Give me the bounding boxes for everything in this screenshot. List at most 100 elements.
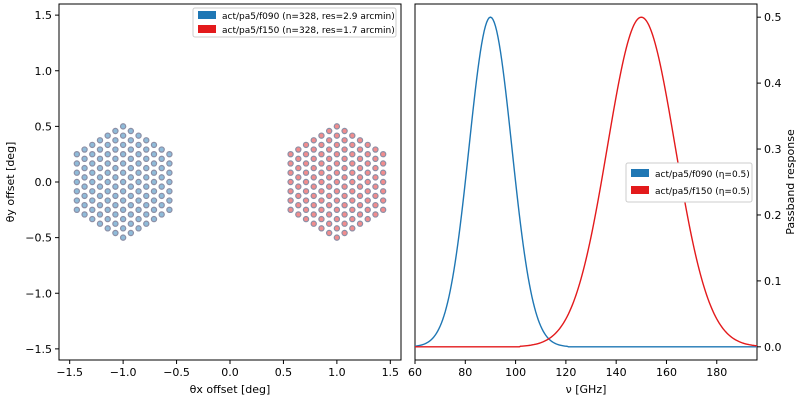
focal-plane-marks [73,123,387,241]
passband-panel: 60 80 100 120 140 160 180 0.0 0.1 0.2 0.3 0.4 0.5 ν… [408,3,797,396]
detector-marker [302,160,310,167]
x-tick-label: 180 [706,366,727,379]
focal-plane-x-ticks: −1.5 −1.0 −0.5 0.0 0.5 1.0 1.5 [56,360,399,379]
detector-marker [135,150,142,158]
detector-marker [364,178,371,186]
x-tick-label: −1.5 [56,366,83,379]
detector-marker [135,160,142,167]
detector-marker [73,150,81,158]
detector-marker [310,155,317,163]
detector-marker [143,174,150,181]
detector-marker [318,178,325,186]
detector-marker [127,174,135,181]
detector-marker [287,160,294,167]
detector-marker [325,201,333,209]
detector-marker [150,178,158,186]
detector-marker [364,188,371,195]
detector-marker [356,220,364,227]
detector-marker [310,201,317,209]
detector-marker [333,150,341,158]
detector-marker [356,174,364,181]
detector-marker [112,220,119,227]
detector-marker [325,220,333,227]
detector-marker [295,164,302,172]
detector-marker [364,197,371,204]
detector-marker [104,197,111,204]
detector-marker [356,183,364,190]
detector-marker [166,178,173,186]
detector-marker [287,206,294,214]
detector-marker [150,160,158,167]
detector-marker [135,215,142,223]
passband-line-1 [414,16,757,348]
detector-marker [325,174,333,181]
detector-marker [73,206,81,214]
detector-marker [379,188,387,195]
x-tick-label: 1.5 [382,366,400,379]
detector-marker [287,178,294,186]
detector-marker [302,141,310,149]
detector-marker [302,215,310,223]
detector-marker [104,188,111,195]
legend-swatch-1 [198,11,216,19]
detector-marker [372,183,379,190]
detector-marker [143,155,150,163]
y-tick-label: 0.0 [35,176,53,189]
detector-marker [104,141,111,149]
y-tick-label: −1.0 [25,287,52,300]
legend-label-1: act/pa5/f090 (n=328, res=2.9 arcmin) [222,12,395,22]
detector-marker [333,215,341,223]
detector-marker [150,150,158,158]
focal-plane-legend: act/pa5/f090 (n=328, res=2.9 arcmin) act/… [192,7,397,38]
passband-legend-box [625,162,753,203]
detector-marker [143,146,150,153]
detector-marker [119,141,127,149]
y-tick-label: 1.5 [35,9,53,22]
x-tick-label: 0.5 [275,366,293,379]
detector-marker [143,192,150,200]
detector-marker [135,169,142,176]
detector-marker [127,211,135,218]
detector-marker [372,211,379,218]
y-tick-label: 0.5 [764,11,782,24]
detector-marker [112,164,119,172]
detector-marker [104,150,111,158]
passband-line-2 [415,16,758,348]
detector-marker [325,192,333,200]
passband-x-label: ν [GHz] [566,383,607,396]
x-tick-label: 100 [505,366,526,379]
detector-marker [318,132,325,139]
y-tick-label: 0.4 [764,77,782,90]
y-tick-label: 0.0 [764,341,782,354]
detector-marker [333,188,341,195]
detector-marker [341,211,348,218]
detector-marker [379,160,387,167]
detector-marker [81,183,88,190]
detector-marker [341,127,348,135]
y-tick-label: −1.5 [25,343,52,356]
detector-marker [166,160,173,167]
detector-marker [379,169,387,176]
detector-marker [349,150,356,158]
detector-marker [158,164,165,172]
legend-label-1: act/pa5/f090 (η=0.5) [655,170,750,180]
detector-marker [333,132,341,139]
detector-marker [81,155,88,163]
detector-marker [166,197,173,204]
legend-swatch-1 [631,169,649,177]
detector-marker [127,127,135,135]
detector-marker [372,146,379,153]
legend-swatch-2 [198,25,216,33]
detector-marker [96,211,104,218]
detector-marker [73,169,81,176]
detector-marker [150,215,158,223]
detector-marker [81,211,88,218]
detector-marker [372,174,379,181]
detector-marker [325,211,333,218]
detector-marker [333,123,341,130]
detector-marker [310,183,317,190]
detector-marker [112,211,119,218]
detector-marker [135,197,142,204]
detector-marker [150,188,158,195]
